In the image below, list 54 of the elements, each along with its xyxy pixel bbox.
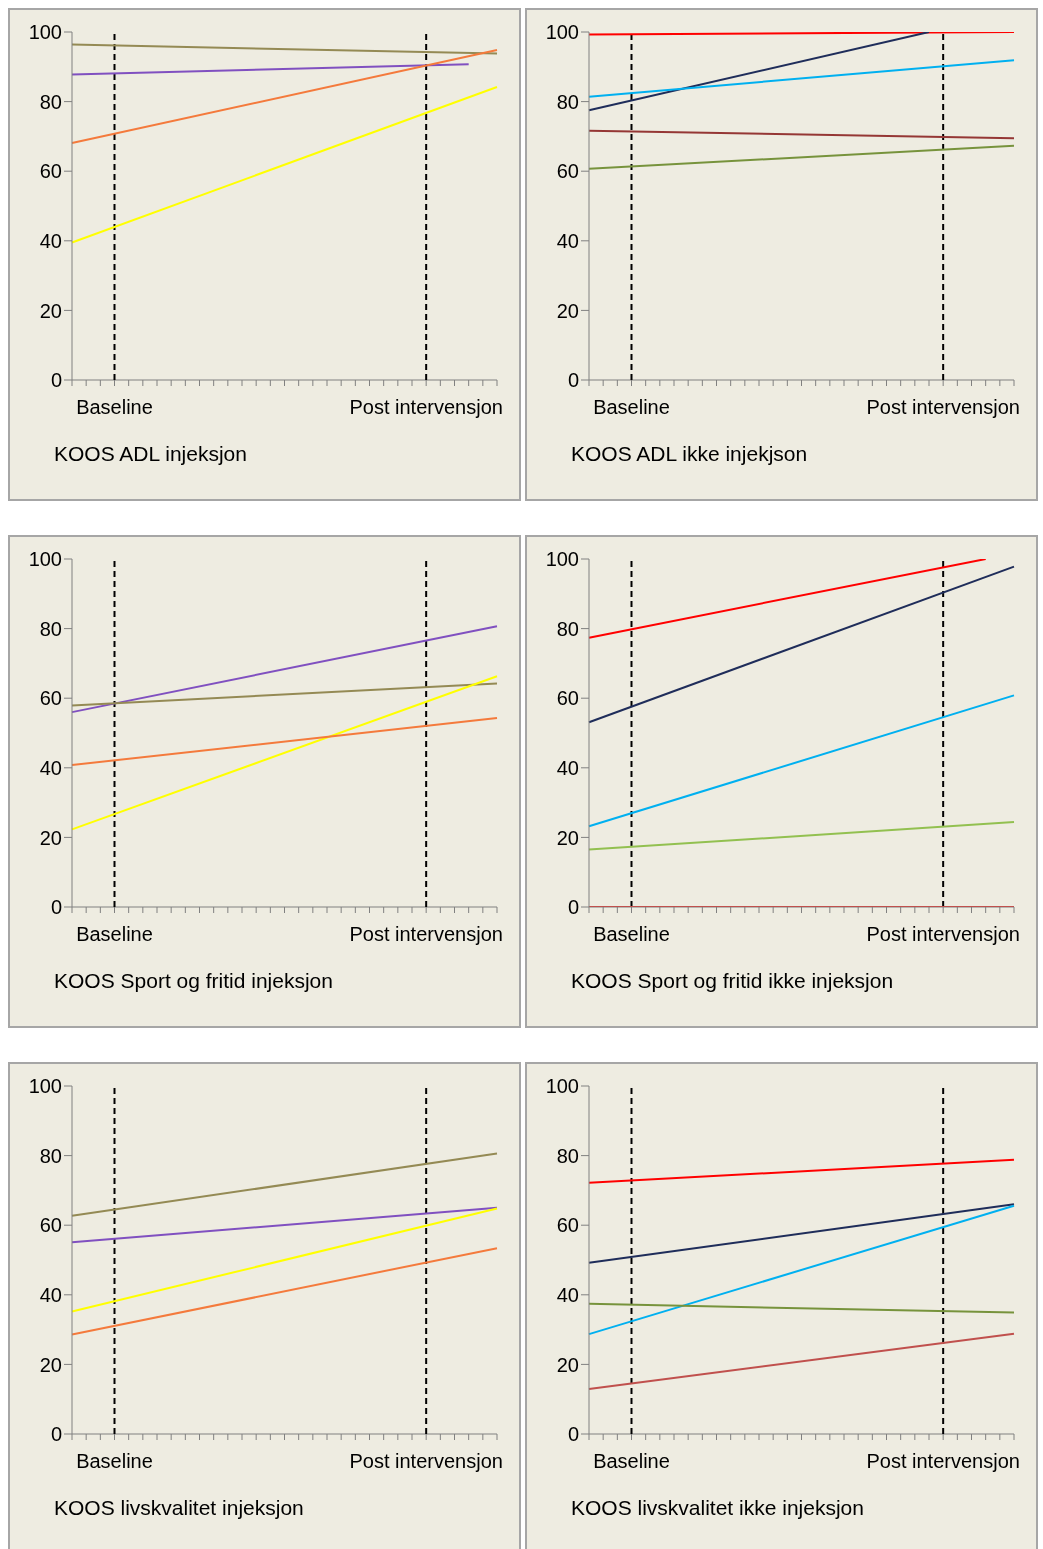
y-tick-label: 20	[39, 299, 62, 322]
y-tick-label: 20	[556, 299, 579, 322]
y-tick-label: 20	[556, 826, 579, 849]
y-tick-label: 40	[39, 229, 62, 252]
y-tick-label: 40	[39, 1283, 62, 1306]
y-tick-label: 40	[556, 1283, 579, 1306]
y-tick-label: 0	[567, 1423, 579, 1446]
y-tick-label: 0	[50, 369, 62, 392]
y-tick-label: 0	[50, 1423, 62, 1446]
x-axis-title: KOOS livskvalitet ikke injeksjon	[571, 1496, 864, 1520]
y-tick-label: 80	[556, 1144, 579, 1167]
x-axis-title: KOOS ADL ikke injekjson	[571, 442, 808, 466]
y-tick-label: 60	[39, 687, 62, 710]
x-tick-label: Baseline	[593, 1450, 670, 1473]
y-tick-label: 0	[567, 369, 579, 392]
y-tick-label: 40	[556, 229, 579, 252]
y-tick-label: 80	[39, 90, 62, 113]
y-tick-label: 20	[556, 1353, 579, 1376]
x-tick-label: Baseline	[593, 396, 670, 419]
y-tick-label: 20	[39, 826, 62, 849]
y-tick-label: 80	[556, 617, 579, 640]
x-axis-title: KOOS Sport og fritid ikke injeksjon	[571, 969, 894, 993]
y-tick-label: 100	[545, 21, 579, 44]
y-tick-label: 40	[556, 756, 579, 779]
y-tick-label: 100	[28, 1075, 62, 1098]
y-tick-label: 40	[39, 756, 62, 779]
x-tick-label: Baseline	[76, 396, 153, 419]
x-axis-title: KOOS livskvalitet injeksjon	[54, 1496, 304, 1520]
x-tick-label: Post intervensjon	[866, 1450, 1020, 1473]
y-tick-label: 100	[545, 548, 579, 571]
y-tick-label: 20	[39, 1353, 62, 1376]
y-tick-label: 100	[28, 548, 62, 571]
x-tick-label: Post intervensjon	[866, 396, 1020, 419]
x-tick-label: Post intervensjon	[349, 1450, 503, 1473]
y-tick-label: 100	[545, 1075, 579, 1098]
y-tick-label: 0	[567, 896, 579, 919]
y-tick-label: 60	[556, 160, 579, 183]
x-tick-label: Baseline	[593, 923, 670, 946]
y-tick-label: 0	[50, 896, 62, 919]
y-tick-label: 80	[39, 617, 62, 640]
y-tick-label: 100	[28, 21, 62, 44]
y-tick-label: 80	[39, 1144, 62, 1167]
x-tick-label: Post intervensjon	[349, 396, 503, 419]
y-tick-label: 60	[556, 1214, 579, 1237]
y-tick-label: 60	[39, 160, 62, 183]
x-tick-label: Baseline	[76, 923, 153, 946]
y-tick-label: 60	[556, 687, 579, 710]
y-tick-label: 60	[39, 1214, 62, 1237]
x-tick-label: Post intervensjon	[866, 923, 1020, 946]
x-tick-label: Baseline	[76, 1450, 153, 1473]
x-axis-title: KOOS ADL injeksjon	[54, 442, 247, 466]
y-tick-label: 80	[556, 90, 579, 113]
x-tick-label: Post intervensjon	[349, 923, 503, 946]
x-axis-title: KOOS Sport og fritid injeksjon	[54, 969, 333, 993]
